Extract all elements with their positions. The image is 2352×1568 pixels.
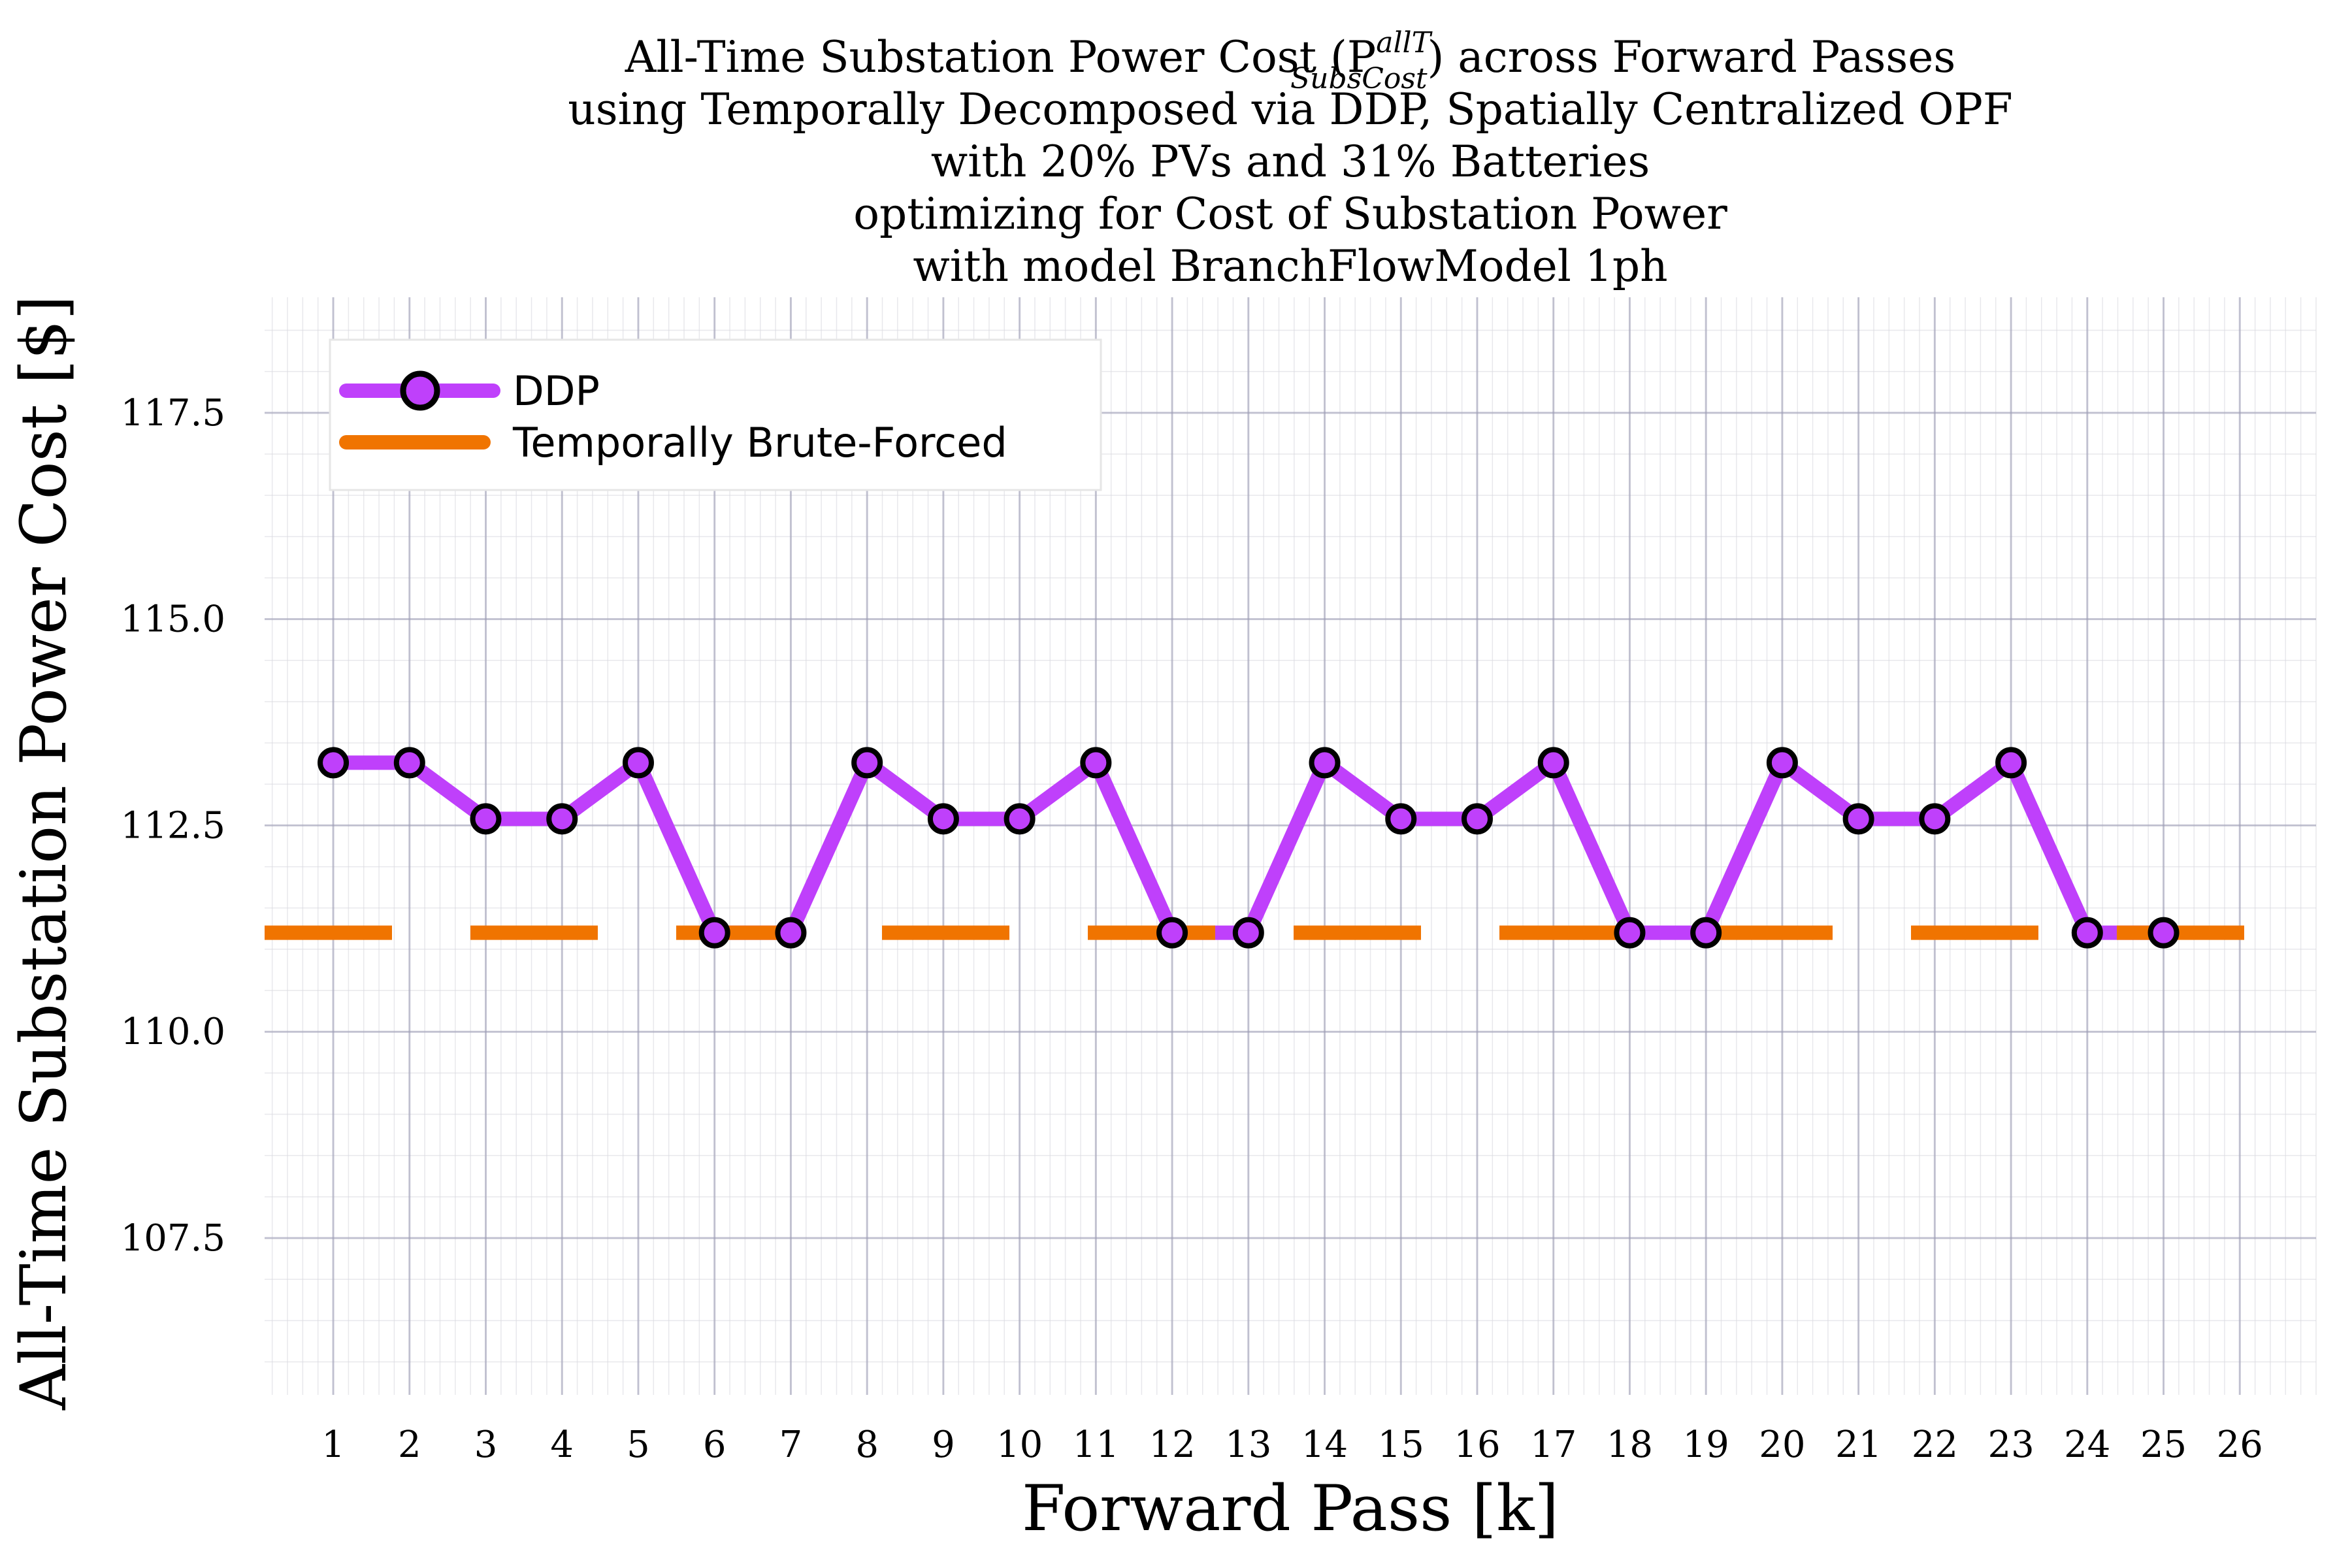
- x-tick-labels: 1 2 3 4 5 6 7 8 9 10 11 12 13 14 15 16 17 18 19 20 21 22 23 24 2…: [321, 1424, 2263, 1466]
- x-tick-label: 6: [703, 1424, 727, 1466]
- y-tick-label: 115.0: [121, 598, 225, 641]
- x-tick-label: 18: [1607, 1424, 1653, 1466]
- x-tick-label: 23: [1987, 1424, 2034, 1466]
- title-suffix: ) across Forward Passes: [1428, 32, 1956, 82]
- ddp-point: [1461, 803, 1493, 835]
- title-line-5: with model BranchFlowModel 1ph: [913, 241, 1667, 291]
- x-tick-label: 24: [2064, 1424, 2110, 1466]
- ddp-point: [393, 747, 425, 779]
- ddp-point: [1004, 803, 1036, 835]
- y-tick-labels: 107.5 110.0 112.5 115.0 117.5: [121, 392, 225, 1260]
- y-tick-label: 117.5: [121, 392, 225, 434]
- x-tick-label: 26: [2217, 1424, 2263, 1466]
- title-line-4: optimizing for Cost of Substation Power: [853, 189, 1727, 239]
- ddp-point: [1995, 747, 2027, 779]
- ddp-point: [1080, 747, 1112, 779]
- title-subscript: SubsCost: [1290, 62, 1428, 95]
- title-line-1: All-Time Substation Power Cost (PallT Sub…: [625, 26, 1955, 95]
- ddp-point: [1156, 917, 1188, 949]
- x-tick-label: 22: [1912, 1424, 1958, 1466]
- legend-ddp-label: DDP: [513, 367, 600, 415]
- y-tick-label: 110.0: [121, 1011, 225, 1053]
- title-superscript: allT: [1376, 26, 1433, 59]
- ddp-point: [851, 747, 883, 779]
- x-tick-label: 19: [1683, 1424, 1729, 1466]
- x-axis-title: Forward Pass [k]: [1022, 1472, 1559, 1545]
- legend-brute-force-label: Temporally Brute-Forced: [512, 419, 1007, 466]
- x-tick-label: 12: [1149, 1424, 1195, 1466]
- x-tick-label: 1: [321, 1424, 345, 1466]
- x-tick-label: 7: [779, 1424, 803, 1466]
- x-tick-label: 17: [1530, 1424, 1576, 1466]
- y-axis-title: All-Time Substation Power Cost [$]: [7, 295, 80, 1411]
- title-line-3: with 20% PVs and 31% Batteries: [931, 137, 1650, 187]
- x-tick-label: 9: [932, 1424, 955, 1466]
- x-tick-label: 5: [627, 1424, 650, 1466]
- chart-title: All-Time Substation Power Cost (PallT Sub…: [568, 26, 2012, 291]
- legend-box: [329, 338, 1102, 491]
- ddp-point: [1766, 747, 1798, 779]
- minor-grid: [265, 297, 2317, 1395]
- ddp-point: [1690, 917, 1722, 949]
- x-tick-label: 3: [474, 1424, 498, 1466]
- legend: DDP Temporally Brute-Forced: [329, 338, 1102, 491]
- ddp-point: [698, 917, 730, 949]
- ddp-point: [2071, 917, 2103, 949]
- ddp-point: [1232, 917, 1264, 949]
- x-tick-label: 2: [398, 1424, 421, 1466]
- x-tick-label: 10: [996, 1424, 1043, 1466]
- y-tick-label: 112.5: [121, 804, 225, 847]
- x-tick-label: 15: [1378, 1424, 1424, 1466]
- x-tick-label: 14: [1301, 1424, 1348, 1466]
- ddp-point: [1385, 803, 1417, 835]
- ddp-point: [1614, 917, 1646, 949]
- ddp-point: [775, 917, 807, 949]
- ddp-point: [622, 747, 654, 779]
- x-tick-label: 11: [1073, 1424, 1119, 1466]
- legend-ddp-marker: [400, 370, 440, 411]
- x-tick-label: 8: [855, 1424, 879, 1466]
- title-line-2: using Temporally Decomposed via DDP, Spa…: [568, 84, 2012, 135]
- x-tick-label: 16: [1454, 1424, 1500, 1466]
- ddp-point: [1537, 747, 1569, 779]
- ddp-point: [927, 803, 959, 835]
- x-tick-label: 25: [2140, 1424, 2187, 1466]
- y-tick-label: 107.5: [121, 1217, 225, 1260]
- ddp-point: [1919, 803, 1951, 835]
- x-tick-label: 13: [1225, 1424, 1271, 1466]
- ddp-point: [1842, 803, 1874, 835]
- ddp-point: [1309, 747, 1341, 779]
- x-tick-label: 20: [1759, 1424, 1805, 1466]
- ddp-point: [470, 803, 502, 835]
- ddp-point: [2148, 917, 2180, 949]
- x-tick-label: 21: [1835, 1424, 1882, 1466]
- ddp-point: [318, 747, 350, 779]
- ddp-point: [546, 803, 578, 835]
- major-grid: [265, 297, 2316, 1395]
- x-tick-label: 4: [550, 1424, 574, 1466]
- series-layer: [265, 747, 2316, 949]
